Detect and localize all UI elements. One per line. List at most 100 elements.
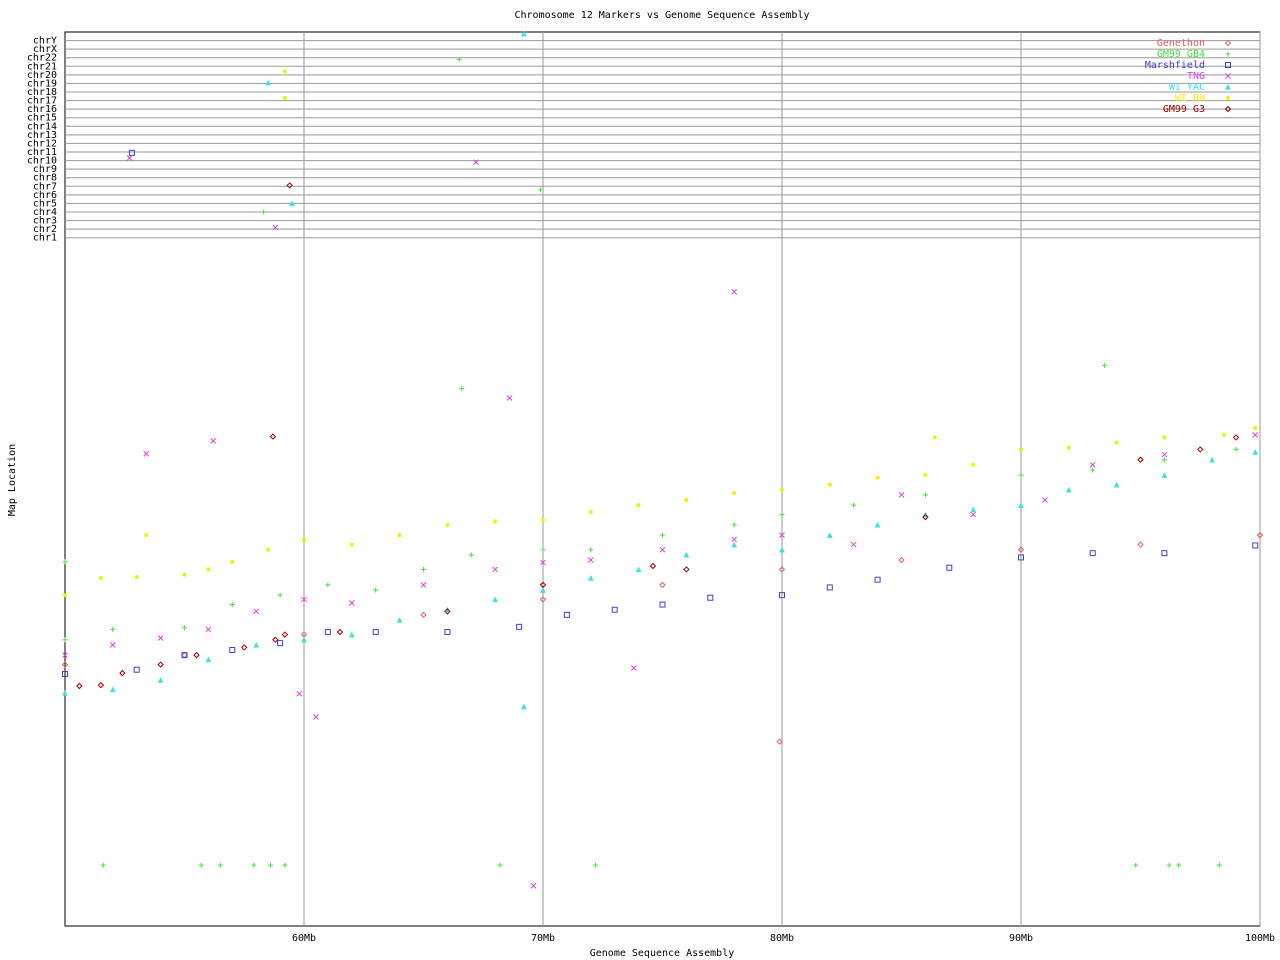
y-tick-label: chr20 [27, 70, 57, 81]
x-tick-label: 60Mb [292, 933, 316, 944]
y-tick-label: chrY [33, 36, 57, 47]
marker [63, 593, 67, 598]
marker [302, 537, 306, 542]
y-tick-label: chrX [33, 44, 57, 55]
marker [459, 386, 465, 392]
marker [420, 582, 427, 588]
marker [683, 551, 690, 558]
marker [456, 56, 462, 62]
marker [1113, 481, 1120, 488]
legend-label: TNG [1187, 71, 1205, 82]
marker [109, 686, 116, 693]
legend-label: GM99 G3 [1163, 104, 1205, 115]
marker [563, 611, 570, 618]
marker [1252, 432, 1259, 438]
y-tick-label: chr13 [27, 130, 57, 141]
marker [946, 564, 953, 571]
legend-marker [1224, 105, 1232, 113]
marker [230, 559, 235, 564]
marker [133, 666, 140, 673]
marker [493, 519, 498, 524]
legend-label: GM99 GB4 [1157, 49, 1205, 60]
marker [348, 631, 355, 638]
marker [444, 629, 451, 635]
y-tick-label: chr14 [27, 121, 57, 132]
marker [205, 656, 212, 663]
legend-label: WI YAC [1169, 82, 1205, 93]
marker [1161, 457, 1167, 463]
marker [731, 288, 738, 295]
marker [421, 566, 426, 572]
marker [1018, 554, 1024, 561]
marker [265, 79, 272, 86]
marker [372, 629, 379, 635]
marker [1161, 472, 1168, 478]
legend-label: Genethon [1157, 38, 1205, 49]
marker [61, 661, 69, 668]
marker [396, 616, 403, 623]
marker [587, 574, 594, 581]
marker [923, 473, 928, 478]
marker [779, 546, 785, 553]
marker [1161, 451, 1168, 458]
marker [520, 703, 527, 710]
marker [649, 562, 657, 570]
marker [707, 594, 714, 601]
marker [100, 862, 106, 868]
marker [157, 676, 164, 683]
y-tick-label: chr10 [27, 156, 57, 167]
marker [1166, 862, 1172, 868]
marker [684, 498, 689, 502]
marker [253, 608, 260, 615]
marker [875, 475, 880, 480]
marker [282, 69, 287, 74]
marker [210, 438, 217, 444]
marker [281, 631, 289, 638]
marker [301, 636, 307, 643]
marker [540, 547, 546, 553]
marker [1137, 456, 1144, 463]
marker [272, 636, 279, 643]
marker [282, 96, 287, 100]
marker [109, 642, 116, 648]
marker [593, 862, 599, 868]
marker [182, 625, 187, 631]
marker [181, 652, 188, 659]
marker [540, 586, 546, 593]
marker [1066, 445, 1071, 450]
plot-frame [64, 31, 1261, 927]
marker [780, 487, 784, 492]
marker [1089, 550, 1096, 557]
x-tick-label: 100Mb [1245, 933, 1275, 944]
marker [898, 492, 905, 498]
x-tick-label: 90Mb [1009, 933, 1033, 944]
marker [348, 600, 355, 606]
marker [530, 882, 537, 889]
marker [659, 601, 666, 608]
marker [62, 559, 68, 565]
marker [1252, 448, 1259, 455]
y-tick-label: chr12 [27, 138, 57, 149]
marker [1114, 440, 1119, 445]
marker [1252, 542, 1259, 549]
marker [62, 652, 68, 658]
y-tick-label: chr5 [33, 198, 57, 209]
marker [540, 559, 546, 566]
marker [182, 572, 187, 577]
marker [198, 862, 204, 868]
marker [1216, 862, 1222, 868]
marker [636, 503, 641, 508]
marker [286, 182, 293, 189]
legend-label: Marshfield [1145, 60, 1205, 71]
marker [1018, 472, 1024, 478]
y-tick-label: chr6 [33, 190, 57, 201]
marker [217, 862, 223, 868]
marker [1137, 541, 1144, 548]
legend-marker [1225, 62, 1231, 68]
marker [253, 641, 260, 648]
marker [516, 623, 523, 630]
marker [539, 581, 547, 589]
marker [1161, 550, 1168, 557]
marker [630, 665, 637, 671]
